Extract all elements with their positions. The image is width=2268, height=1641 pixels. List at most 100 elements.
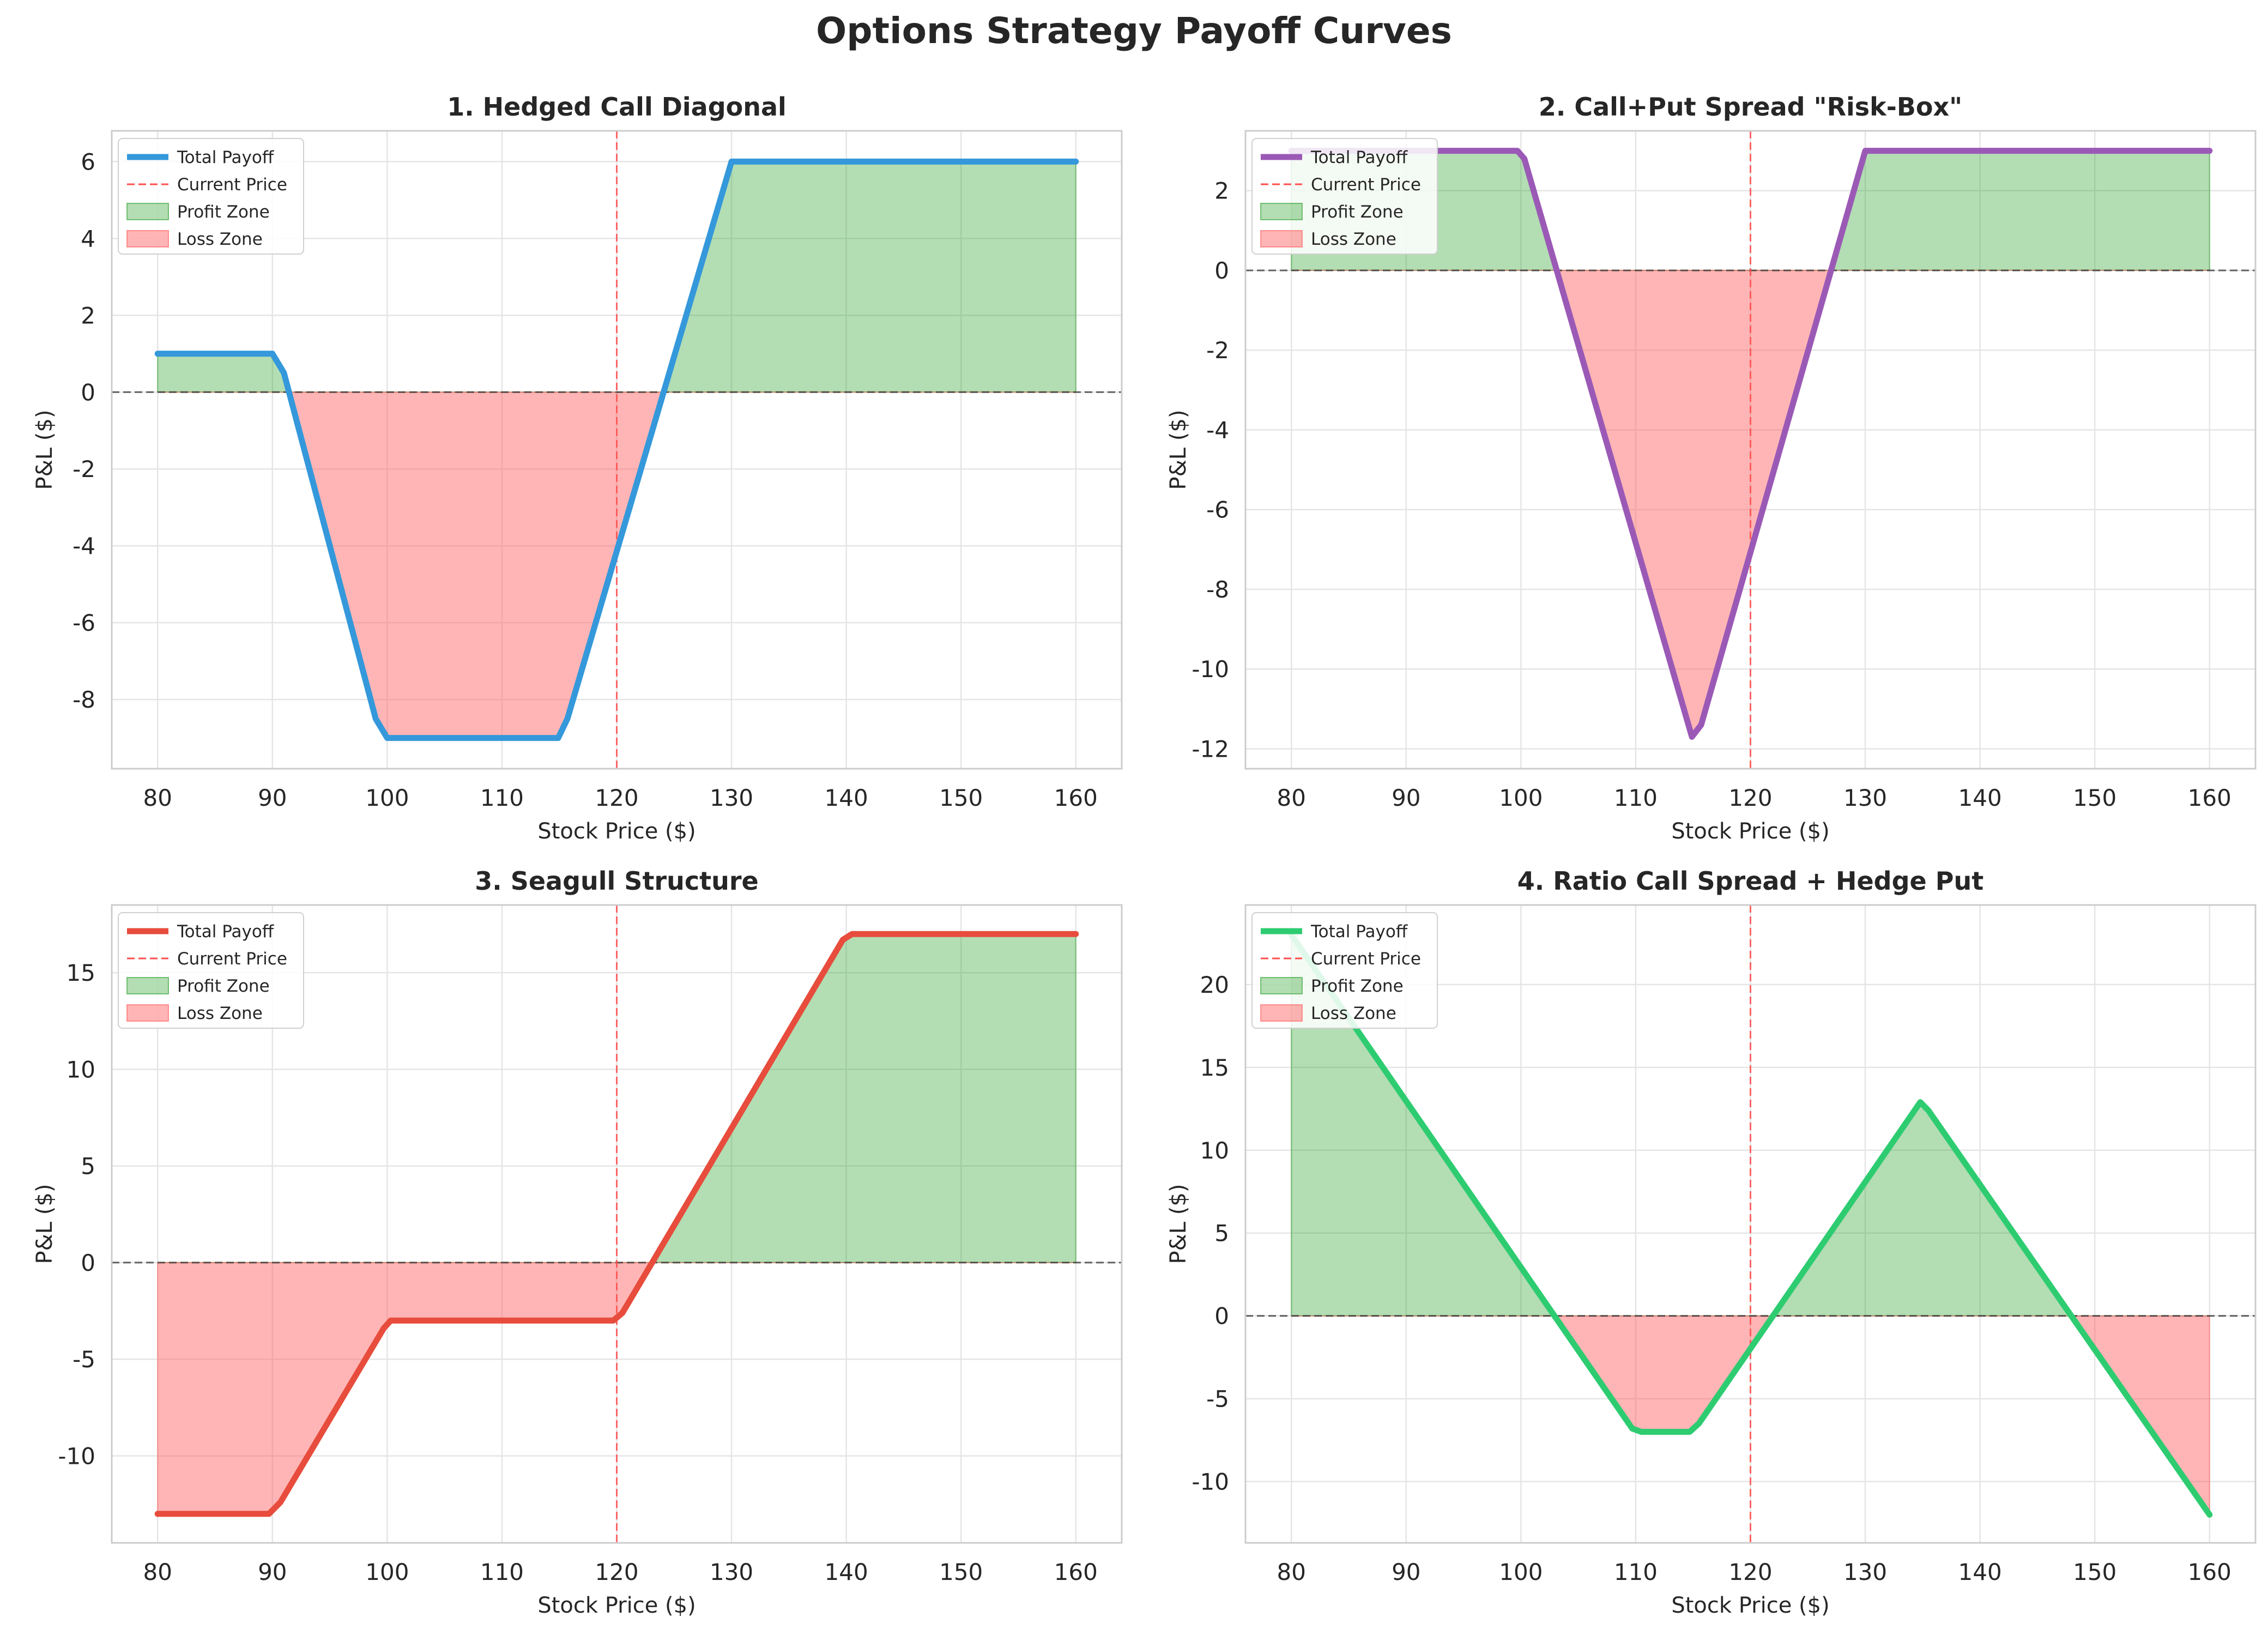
y-tick-label: -12 (1192, 735, 1229, 762)
y-tick-label: -2 (72, 456, 95, 482)
x-tick-label: 90 (258, 1559, 287, 1585)
legend-loss-swatch (1260, 1004, 1303, 1022)
chart-title: 4. Ratio Call Spread + Hedge Put (1517, 866, 1983, 896)
x-tick-label: 140 (1958, 785, 2002, 811)
plot-frame (1244, 130, 2257, 770)
x-tick-label: 80 (1277, 785, 1306, 811)
x-tick-label: 130 (1843, 1559, 1887, 1585)
chart-4-svg: 80 90 100 110 120 130 140 150 160 -10 -5 0 5 10 15 20 4.… (1166, 866, 2257, 1618)
x-tick-label: 130 (1843, 785, 1887, 811)
y-tick-label: 6 (81, 148, 95, 175)
x-axis-label: Stock Price ($) (537, 1593, 695, 1618)
x-axis-label: Stock Price ($) (537, 819, 695, 844)
y-tick-label: -10 (1192, 656, 1229, 683)
x-tick-label: 110 (480, 785, 524, 811)
y-tick-label: -4 (72, 533, 95, 559)
x-tick-label: 140 (825, 1559, 868, 1585)
x-tick-label: 120 (595, 1559, 638, 1585)
figure-title: Options Strategy Payoff Curves (816, 10, 1452, 52)
y-axis-label: P&L ($) (32, 1184, 57, 1264)
y-tick-label: 5 (81, 1153, 95, 1180)
y-tick-label: 10 (66, 1056, 95, 1083)
y-tick-label: 0 (81, 1250, 95, 1276)
x-tick-label: 160 (2188, 785, 2231, 811)
legend: Total Payoff Current Price Profit Zone Loss… (118, 912, 304, 1029)
chart-panel-2: 80 90 100 110 120 130 140 150 160 -12 -10 -8 -6 -4 -2 0… (1134, 76, 2267, 867)
legend-loss-swatch (126, 230, 169, 248)
chart-2-svg: 80 90 100 110 120 130 140 150 160 -12 -10 -8 -6 -4 -2 0… (1166, 92, 2257, 844)
chart-title: 2. Call+Put Spread "Risk-Box" (1539, 92, 1962, 122)
chart-3-svg: 80 90 100 110 120 130 140 150 160 -10 -5 0 5 10 15 3. S… (32, 866, 1123, 1618)
y-tick-label: -8 (1206, 576, 1229, 603)
x-tick-label: 100 (365, 1559, 409, 1585)
x-tick-label: 100 (365, 785, 409, 811)
y-tick-label: -10 (58, 1443, 95, 1469)
legend-profit-label: Profit Zone (177, 202, 270, 222)
legend-profit-label: Profit Zone (1311, 976, 1404, 996)
y-tick-label: -6 (1206, 497, 1229, 523)
y-tick-label: 5 (1214, 1220, 1229, 1247)
legend: Total Payoff Current Price Profit Zone Loss… (118, 138, 304, 255)
x-tick-label: 150 (939, 785, 983, 811)
x-tick-label: 110 (480, 1559, 524, 1585)
y-tick-label: 20 (1200, 972, 1229, 998)
x-tick-label: 130 (710, 785, 753, 811)
x-tick-label: 160 (1054, 1559, 1098, 1585)
x-tick-label: 130 (710, 1559, 753, 1585)
legend-profit-label: Profit Zone (1311, 202, 1404, 222)
legend-current-label: Current Price (1311, 175, 1421, 195)
legend-box (1251, 912, 1438, 1029)
chart-1-svg: 80 90 100 110 120 130 140 150 160 -8 -6 -4 -2 0 2 4 6 1. … (32, 92, 1123, 844)
x-axis-label: Stock Price ($) (1671, 1593, 1829, 1618)
x-tick-label: 100 (1499, 1559, 1543, 1585)
y-axis-label: P&L ($) (1166, 1184, 1191, 1264)
legend-box (118, 138, 304, 255)
total-payoff-line (1288, 932, 2213, 1518)
x-tick-label: 110 (1614, 785, 1658, 811)
x-tick-label: 110 (1614, 1559, 1658, 1585)
y-tick-label: -5 (1206, 1386, 1229, 1413)
x-tick-label: 80 (143, 1559, 172, 1585)
y-tick-label: 4 (81, 225, 95, 252)
x-tick-label: 90 (1392, 785, 1420, 811)
legend-current-label: Current Price (177, 949, 287, 969)
legend-profit-label: Profit Zone (177, 976, 270, 996)
x-tick-label: 140 (825, 785, 868, 811)
y-tick-label: -4 (1206, 417, 1229, 443)
legend-box (1251, 138, 1438, 255)
y-tick-label: 15 (66, 960, 95, 986)
legend-loss-swatch (1260, 230, 1303, 248)
y-tick-label: 0 (1214, 1303, 1229, 1330)
legend-current-label: Current Price (1311, 949, 1421, 969)
legend-loss-label: Loss Zone (1311, 230, 1396, 249)
x-tick-label: 160 (1054, 785, 1098, 811)
x-tick-label: 120 (1728, 785, 1772, 811)
legend-total-label: Total Payoff (177, 922, 274, 942)
x-tick-label: 150 (2073, 785, 2116, 811)
legend-total-label: Total Payoff (1310, 148, 1408, 167)
x-tick-label: 150 (2073, 1559, 2116, 1585)
x-tick-label: 150 (939, 1559, 983, 1585)
legend: Total Payoff Current Price Profit Zone Loss… (1251, 138, 1438, 255)
x-tick-label: 100 (1499, 785, 1543, 811)
y-tick-label: -2 (1206, 337, 1229, 364)
y-tick-label: 0 (81, 379, 95, 406)
x-tick-label: 160 (2188, 1559, 2231, 1585)
legend-profit-swatch (1260, 203, 1303, 220)
x-tick-label: 120 (595, 785, 638, 811)
legend-profit-swatch (126, 203, 169, 220)
x-axis-label: Stock Price ($) (1671, 819, 1829, 844)
chart-title: 1. Hedged Call Diagonal (447, 92, 787, 122)
legend-total-label: Total Payoff (1310, 922, 1408, 942)
chart-panel-3: 80 90 100 110 120 130 140 150 160 -10 -5 0 5 10 15 3. S… (0, 850, 1134, 1641)
plot-frame (1244, 904, 2257, 1544)
total-payoff-line (154, 158, 1079, 741)
y-axis-label: P&L ($) (32, 410, 57, 490)
x-tick-label: 80 (1277, 1559, 1306, 1585)
y-tick-label: -8 (72, 686, 95, 713)
x-tick-label: 120 (1728, 1559, 1772, 1585)
y-tick-label: 2 (81, 302, 95, 329)
legend-profit-swatch (1260, 977, 1303, 994)
x-tick-label: 90 (1392, 1559, 1420, 1585)
plot-frame (111, 130, 1123, 770)
